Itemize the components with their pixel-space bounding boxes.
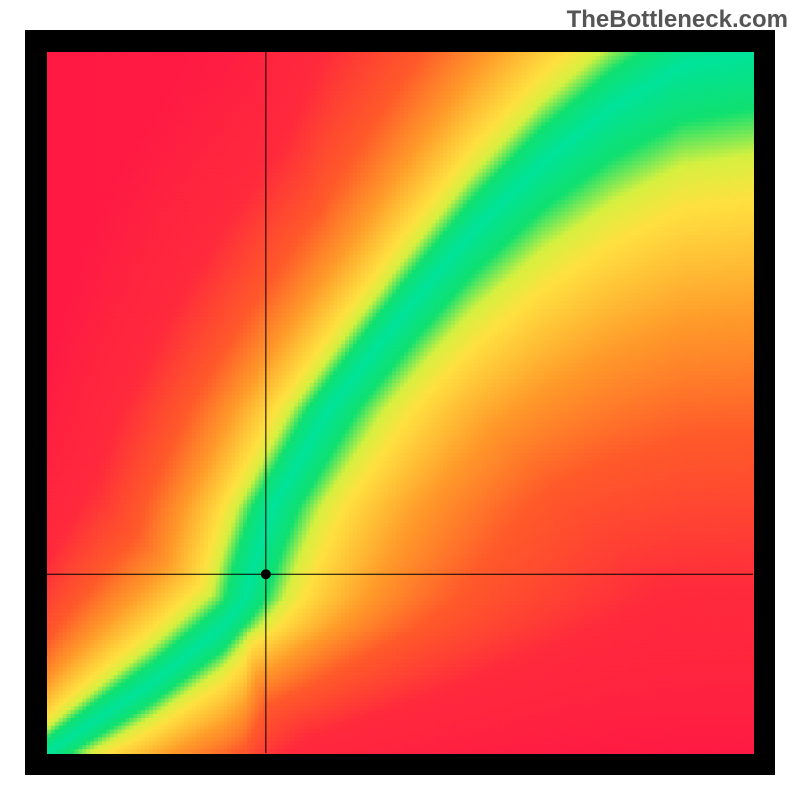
plot-frame xyxy=(25,30,775,775)
watermark-text: TheBottleneck.com xyxy=(567,6,788,34)
bottleneck-heatmap xyxy=(25,30,775,775)
root-container: TheBottleneck.com xyxy=(0,0,800,800)
